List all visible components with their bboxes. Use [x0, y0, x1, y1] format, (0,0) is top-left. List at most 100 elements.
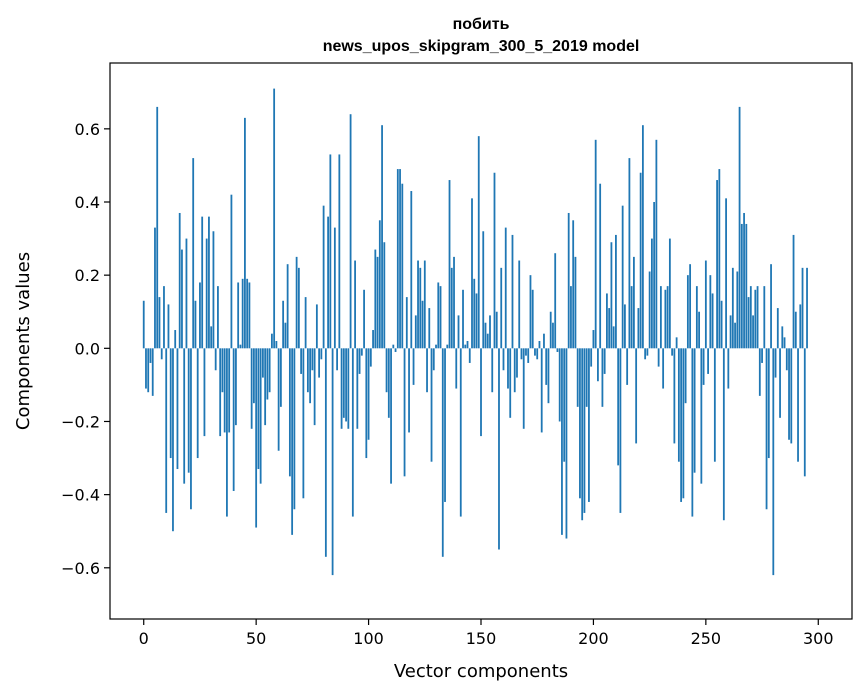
bar-181 — [549, 311, 552, 349]
ticks-group: 0 50 100 150 200 250 300 −0.6 −0.4 −0.2 0.0 0.2 0.4 0… — [61, 120, 833, 648]
bar-228 — [655, 139, 658, 349]
bar-156 — [493, 172, 496, 349]
chart-subtitle: news_upos_skipgram_300_5_2019 model — [323, 38, 640, 55]
bar-172 — [529, 275, 532, 349]
bar-142 — [462, 289, 464, 349]
bar-99 — [365, 348, 368, 459]
bar-28 — [205, 238, 208, 349]
bar-0 — [142, 300, 145, 349]
bar-163 — [509, 348, 512, 418]
bar-72 — [304, 297, 307, 349]
bar-101 — [369, 348, 372, 367]
bar-29 — [208, 216, 210, 349]
bar-96 — [358, 348, 361, 374]
bar-103 — [374, 249, 377, 349]
bar-106 — [381, 125, 383, 349]
bar-274 — [758, 348, 761, 396]
bar-258 — [722, 348, 725, 521]
bar-268 — [745, 223, 748, 349]
bar-188 — [565, 348, 568, 539]
bar-79 — [320, 348, 323, 360]
y-tick-label: −0.4 — [61, 486, 100, 505]
bar-255 — [716, 180, 718, 349]
bar-76 — [313, 348, 316, 426]
bar-230 — [659, 286, 662, 349]
bar-170 — [525, 348, 527, 356]
bar-149 — [477, 136, 480, 349]
bar-88 — [340, 348, 343, 429]
bar-249 — [702, 348, 705, 385]
bar-266 — [740, 223, 743, 349]
bar-193 — [576, 348, 579, 407]
y-tick-label: 0.4 — [75, 193, 100, 212]
bar-118 — [408, 348, 410, 433]
bar-171 — [527, 348, 530, 363]
bar-116 — [403, 348, 406, 477]
x-tick-label: 50 — [246, 629, 266, 648]
bar-80 — [322, 205, 325, 349]
bar-259 — [725, 198, 727, 349]
bar-184 — [556, 348, 559, 352]
bar-177 — [540, 348, 543, 433]
y-tick-label: −0.2 — [61, 412, 100, 431]
bar-104 — [376, 256, 379, 349]
bar-178 — [543, 333, 545, 349]
x-tick-label: 100 — [353, 629, 384, 648]
bar-289 — [792, 234, 795, 349]
bar-262 — [731, 267, 734, 349]
bar-248 — [700, 348, 703, 484]
bar-108 — [385, 348, 388, 393]
y-tick-label: 0.0 — [75, 339, 100, 358]
bar-83 — [329, 154, 332, 349]
bar-185 — [558, 348, 561, 422]
bar-229 — [657, 348, 660, 367]
bar-202 — [597, 348, 599, 382]
bar-98 — [363, 289, 365, 349]
bar-49 — [253, 348, 255, 404]
bar-206 — [606, 293, 608, 349]
bar-10 — [165, 348, 168, 513]
bar-280 — [772, 348, 775, 576]
bar-32 — [214, 348, 217, 371]
bar-218 — [632, 256, 635, 349]
bar-45 — [244, 117, 246, 349]
bar-113 — [396, 169, 399, 349]
bar-75 — [311, 348, 314, 371]
bar-61 — [279, 348, 282, 407]
bar-3 — [149, 348, 152, 363]
bar-77 — [315, 304, 318, 349]
bar-285 — [783, 337, 786, 349]
bar-21 — [190, 348, 192, 510]
bar-291 — [797, 348, 799, 462]
bar-90 — [345, 348, 347, 422]
bar-166 — [516, 348, 518, 378]
bar-114 — [399, 169, 401, 349]
bar-169 — [522, 348, 525, 429]
bar-263 — [734, 322, 736, 349]
bar-247 — [698, 311, 701, 349]
bar-65 — [288, 348, 291, 477]
bar-54 — [264, 348, 267, 426]
x-tick-label: 150 — [466, 629, 497, 648]
bar-85 — [333, 227, 336, 349]
bar-139 — [455, 348, 458, 389]
bar-220 — [637, 308, 640, 349]
bar-37 — [226, 348, 228, 517]
bar-162 — [507, 348, 509, 389]
bar-115 — [401, 183, 404, 349]
bar-203 — [599, 183, 602, 349]
bar-146 — [471, 198, 473, 349]
bar-294 — [803, 348, 806, 477]
bar-136 — [448, 180, 451, 349]
bars-group — [142, 88, 808, 576]
bar-225 — [648, 271, 651, 349]
bar-60 — [277, 348, 280, 451]
bar-286 — [785, 348, 788, 371]
bar-46 — [246, 278, 249, 349]
bar-242 — [686, 275, 689, 349]
bar-44 — [241, 278, 244, 349]
bar-235 — [671, 348, 674, 356]
bar-33 — [217, 286, 219, 349]
bar-11 — [167, 304, 170, 349]
bar-7 — [158, 297, 161, 349]
